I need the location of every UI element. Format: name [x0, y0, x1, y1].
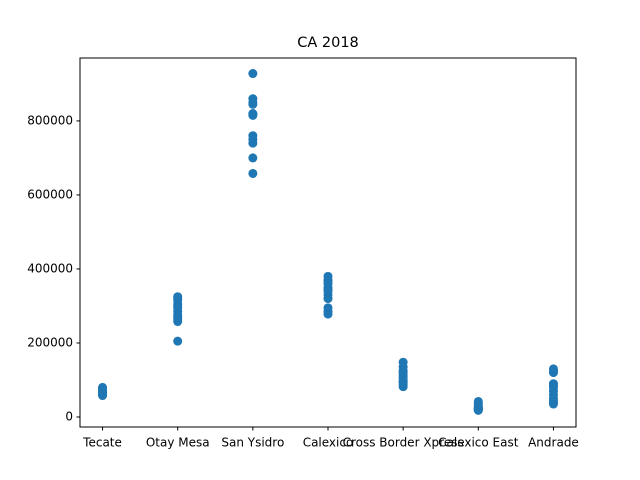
chart-title: CA 2018	[297, 35, 359, 51]
point	[248, 109, 258, 119]
y-tick-label: 600000	[27, 187, 73, 201]
point	[98, 391, 108, 401]
point	[248, 99, 258, 109]
y-tick-label: 200000	[27, 335, 73, 349]
point	[248, 138, 258, 148]
point	[173, 292, 183, 302]
point	[548, 395, 558, 405]
point	[248, 153, 258, 163]
point	[323, 294, 333, 304]
point	[323, 284, 333, 294]
point	[98, 384, 108, 394]
point	[323, 309, 333, 319]
point	[473, 398, 483, 408]
point	[548, 381, 558, 391]
point	[398, 368, 408, 378]
point	[248, 168, 258, 178]
x-tick-label: Calexico East	[438, 436, 519, 450]
point	[173, 312, 183, 322]
point	[173, 336, 183, 346]
x-tick-label: Otay Mesa	[146, 436, 210, 450]
point	[248, 69, 258, 79]
point	[548, 366, 558, 376]
x-tick-label: San Ysidro	[221, 436, 284, 450]
y-tick-label: 800000	[27, 113, 73, 127]
x-tick-label: Andrade	[528, 436, 579, 450]
y-tick-label: 0	[65, 410, 73, 424]
x-tick-label: Tecate	[82, 436, 122, 450]
x-tick-label: Cross Border Xpress	[343, 436, 464, 450]
point	[173, 301, 183, 311]
point	[323, 277, 333, 287]
x-tick-label: Calexico	[303, 436, 354, 450]
y-tick-label: 400000	[27, 261, 73, 275]
point	[473, 404, 483, 414]
